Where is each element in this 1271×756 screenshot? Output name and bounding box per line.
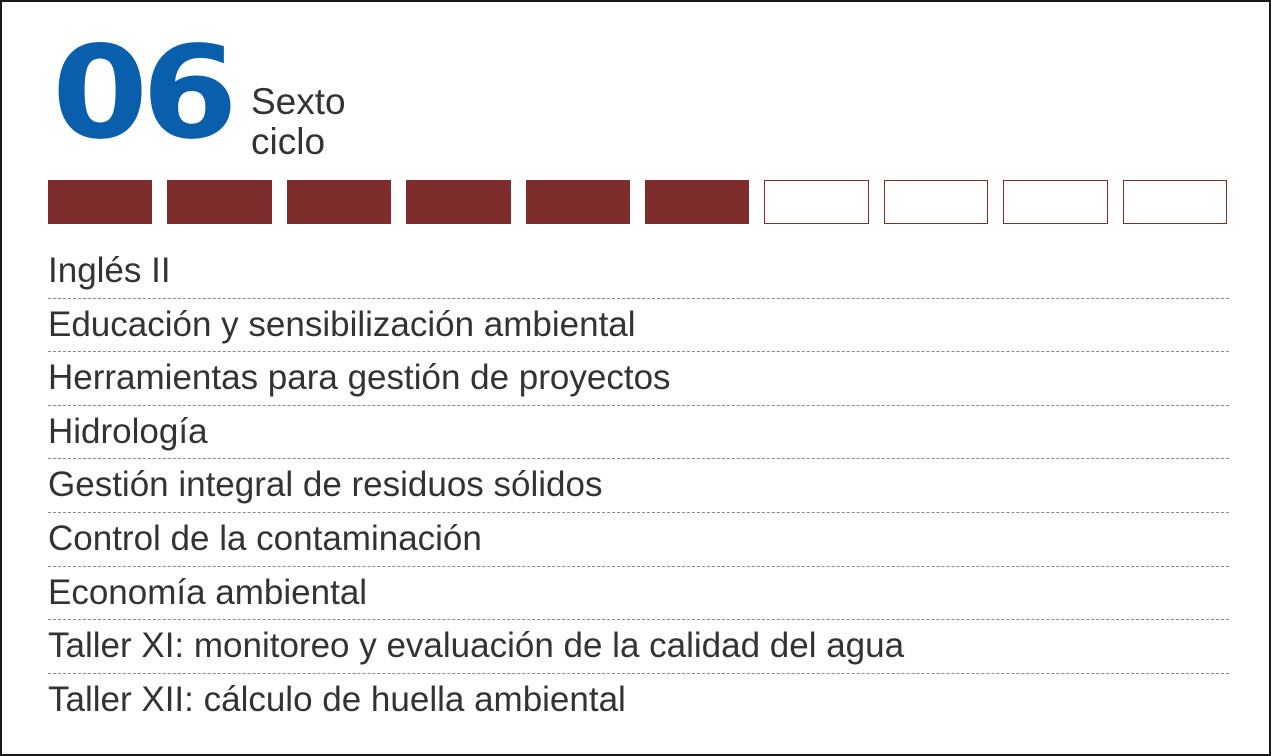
progress-cell-completed — [167, 180, 272, 224]
cycle-label-line2: ciclo — [251, 121, 326, 162]
progress-cell-pending — [1122, 180, 1228, 224]
progress-cell-completed — [645, 180, 750, 224]
course-list: Inglés II Educación y sensibilización amb… — [48, 245, 1229, 727]
progress-cell-pending — [1003, 180, 1108, 224]
course-item: Control de la contaminación — [48, 513, 1229, 567]
progress-cell-pending — [764, 180, 869, 224]
progress-cell-completed — [286, 180, 392, 224]
course-item: Taller XII: cálculo de huella ambiental — [48, 679, 626, 719]
progress-cell-completed — [406, 180, 511, 224]
cycle-number: 06 — [52, 19, 238, 168]
course-item: Inglés II — [48, 245, 1229, 299]
course-item: Educación y sensibilización ambiental — [48, 299, 1229, 353]
progress-cell-pending — [883, 180, 989, 224]
course-item: Gestión integral de residuos sólidos — [48, 459, 1229, 513]
cycle-progress-bar — [48, 180, 1228, 224]
cycle-label: Sexto ciclo — [251, 82, 346, 162]
progress-cell-completed — [525, 180, 631, 224]
progress-cell-completed — [48, 180, 153, 224]
course-item: Hidrología — [48, 406, 1229, 460]
course-item: Herramientas para gestión de proyectos — [48, 352, 1229, 406]
cycle-label-line1: Sexto — [251, 81, 346, 122]
course-item: Economía ambiental — [48, 567, 1229, 621]
course-item: Taller XI: monitoreo y evaluación de la … — [48, 620, 1229, 674]
